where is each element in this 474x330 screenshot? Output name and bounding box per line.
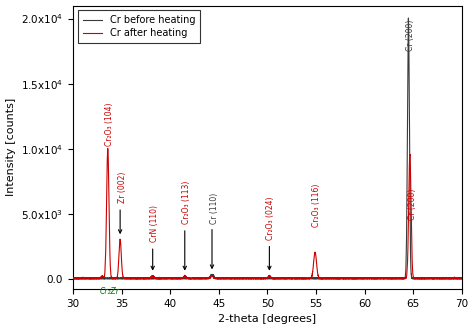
Cr after heating (301, 277, 306, 280)
Cr before heating (301, 277, 306, 280)
Text: Cr₂O₃ (113): Cr₂O₃ (113) (182, 181, 191, 224)
Cr before heating (406, 16, 411, 20)
X-axis label: 2-theta [degrees]: 2-theta [degrees] (219, 314, 317, 324)
Cr after heating (379, 277, 385, 280)
Cr before heating (459, 276, 465, 280)
Text: CrN (110): CrN (110) (150, 205, 159, 242)
Text: Cr₂O₃ (116): Cr₂O₃ (116) (312, 183, 321, 227)
Cr after heating (105, 147, 110, 150)
Cr before heating (70, 277, 76, 280)
Text: Cr (200): Cr (200) (406, 20, 415, 51)
Line: Cr after heating: Cr after heating (73, 148, 462, 279)
Cr before heating (170, 277, 175, 281)
Cr after heating (90, 277, 95, 280)
Cr after heating (424, 277, 430, 281)
Cr before heating (379, 276, 385, 280)
Cr after heating (317, 277, 323, 280)
Text: Zr (002): Zr (002) (118, 172, 127, 203)
Cr after heating (70, 277, 76, 281)
Cr before heating (90, 277, 95, 281)
Text: Cr₂O₃ (024): Cr₂O₃ (024) (266, 196, 275, 240)
Cr before heating (317, 276, 323, 280)
Text: Cr (110): Cr (110) (210, 193, 219, 224)
Cr after heating (211, 276, 217, 280)
Legend: Cr before heating, Cr after heating: Cr before heating, Cr after heating (78, 11, 201, 43)
Cr after heating (459, 277, 465, 280)
Text: Cr (200): Cr (200) (408, 189, 417, 220)
Y-axis label: Intensity [counts]: Intensity [counts] (6, 98, 16, 196)
Line: Cr before heating: Cr before heating (73, 18, 462, 279)
Cr before heating (358, 277, 364, 280)
Cr after heating (358, 276, 364, 280)
Text: Cr₂Zr: Cr₂Zr (99, 286, 119, 296)
Text: Cr₂O₃ (104): Cr₂O₃ (104) (105, 103, 114, 146)
Cr before heating (211, 274, 217, 278)
